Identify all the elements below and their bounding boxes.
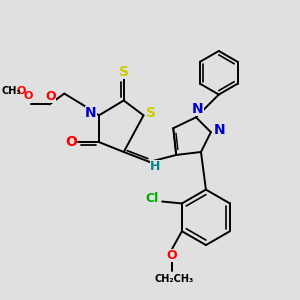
Text: O: O	[167, 250, 177, 262]
Text: N: N	[85, 106, 97, 120]
Text: CH₂CH₃: CH₂CH₃	[154, 274, 194, 284]
Text: O: O	[45, 90, 56, 103]
Text: O: O	[16, 85, 26, 96]
Text: S: S	[146, 106, 157, 120]
Text: N: N	[192, 102, 204, 116]
Text: CH₃: CH₃	[1, 85, 21, 96]
Text: O: O	[24, 91, 33, 100]
Text: H: H	[150, 160, 161, 173]
Text: Cl: Cl	[146, 192, 159, 205]
Text: S: S	[119, 65, 129, 79]
Text: N: N	[214, 123, 226, 137]
Text: O: O	[65, 135, 77, 149]
